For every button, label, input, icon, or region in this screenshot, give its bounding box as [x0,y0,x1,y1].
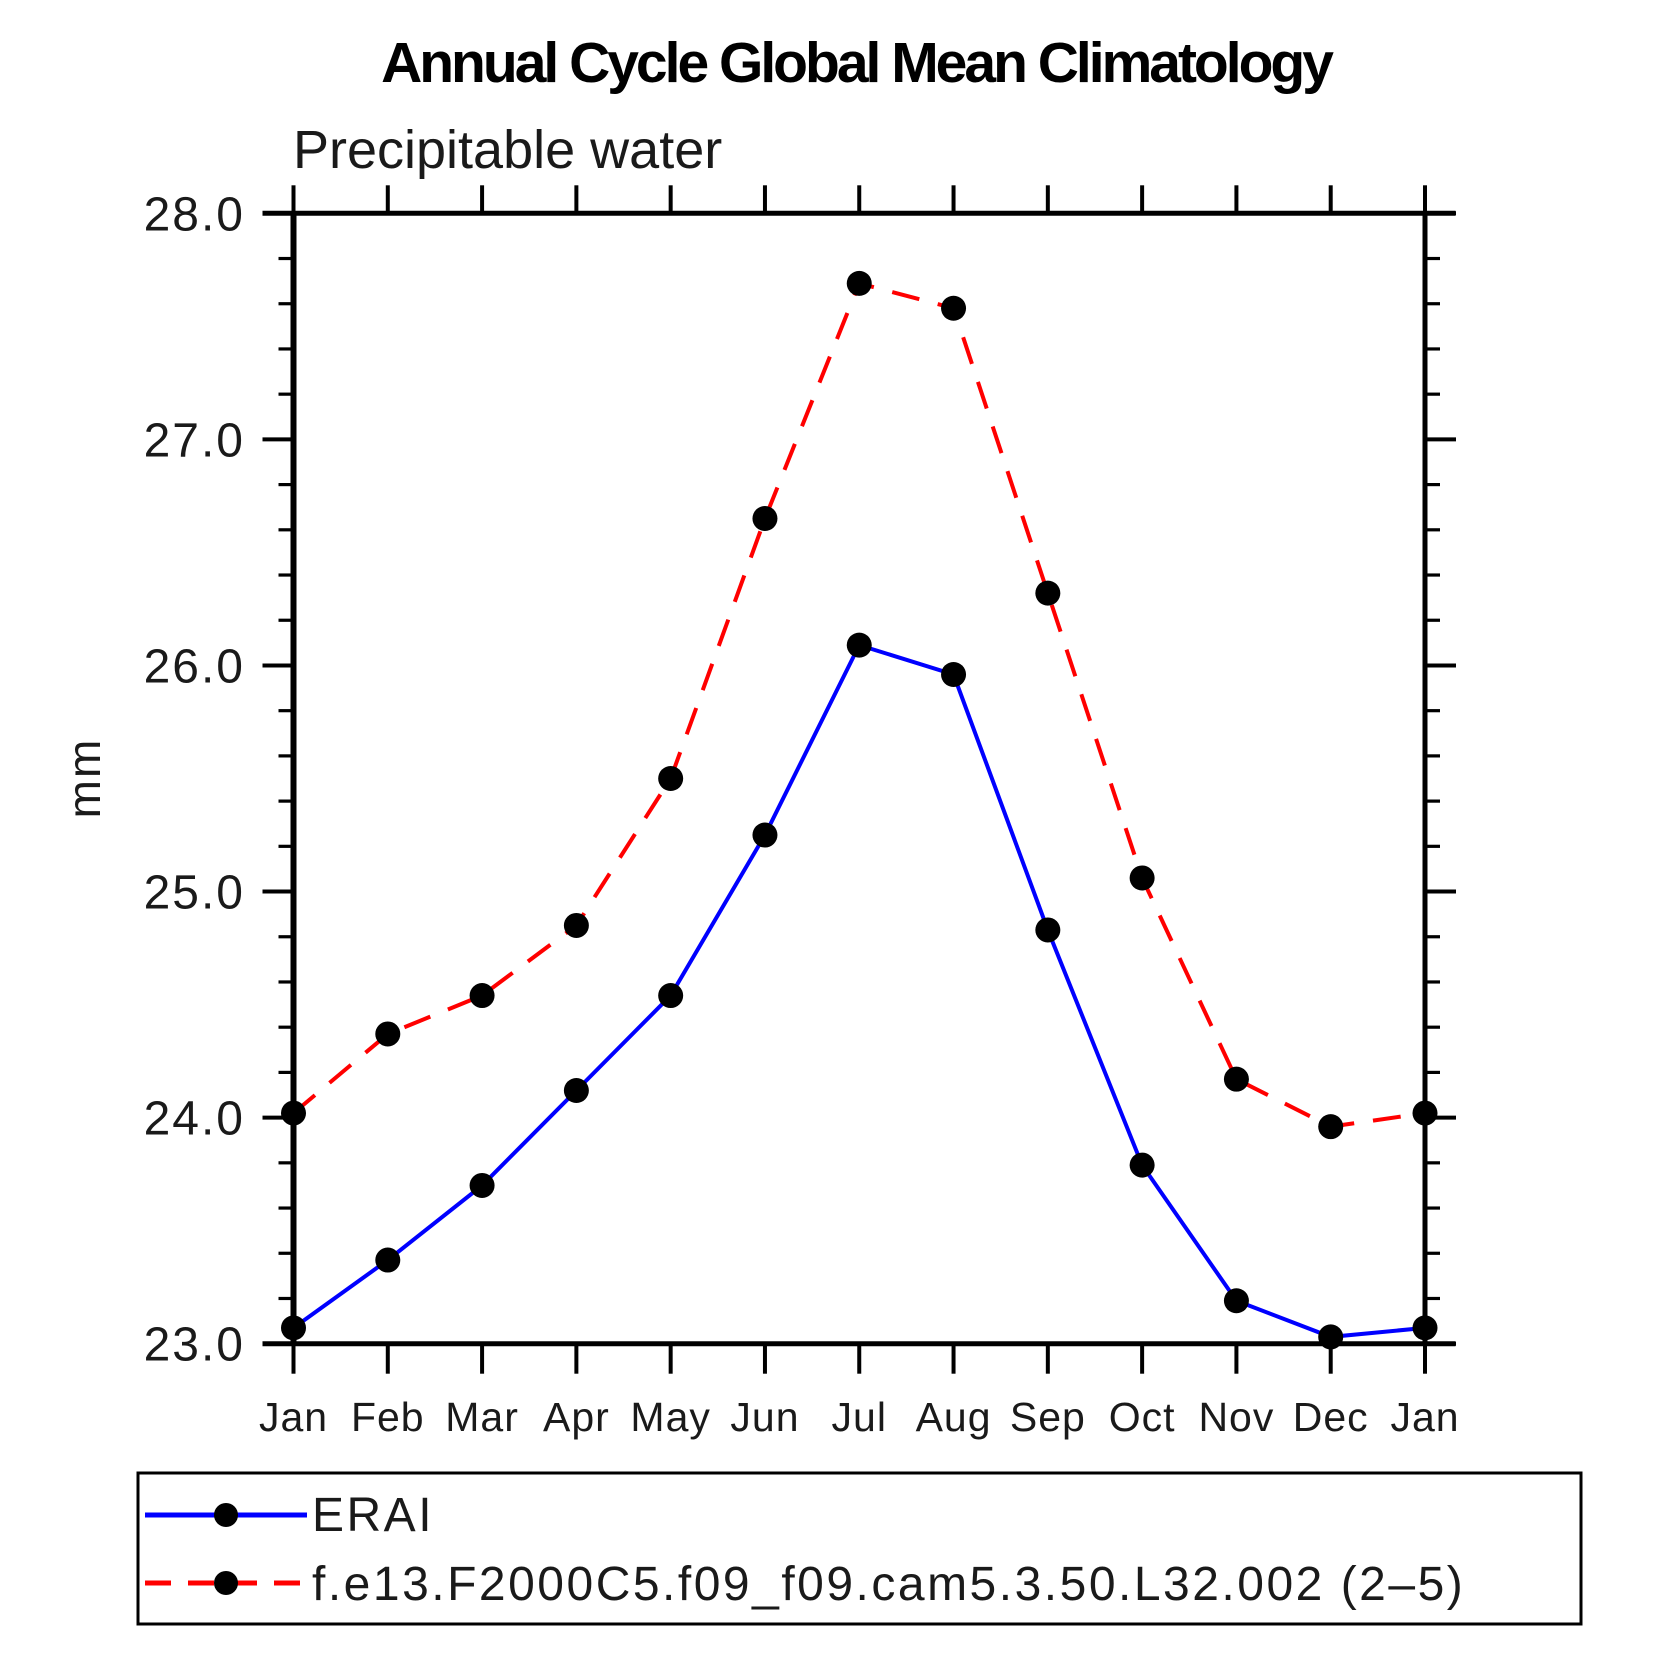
data-point-marker [563,1077,589,1103]
data-point-marker [658,983,684,1009]
legend-marker-model [214,1571,238,1595]
data-point-marker [1035,580,1061,606]
data-point-marker [563,912,589,938]
x-tick-label: Jul [832,1394,887,1440]
y-tick-labels: 23.0 24.0 25.0 26.0 27.0 28.0 [144,188,245,1372]
data-point-marker [941,662,967,688]
legend-box [136,1471,1583,1626]
x-tick-label: Aug [916,1394,992,1440]
data-point-marker [846,632,872,658]
x-tick-label: Jan [1390,1394,1459,1440]
y-tick-label: 24.0 [144,1093,245,1146]
x-tick-label: Mar [445,1394,519,1440]
data-point-marker [1223,1288,1249,1314]
x-tick-label: May [630,1394,710,1440]
data-point-marker [375,1247,401,1273]
axes [262,185,1456,1374]
y-tick-label: 28.0 [144,188,245,241]
data-point-marker [1035,917,1061,943]
x-tick-label: Nov [1198,1394,1274,1440]
chart-subtitle: Precipitable water [293,120,722,180]
legend-label-erai: ERAI [312,1489,434,1542]
data-point-marker [1129,1152,1155,1178]
data-point-marker [752,506,778,532]
data-point-marker [281,1100,306,1126]
data-point-marker [752,822,778,848]
x-tick-label: Jun [730,1394,799,1440]
legend: ERAI f.e13.F2000C5.f09_f09.cam5.3.50.L32… [136,1471,1583,1626]
series-lines [281,270,1438,1350]
y-tick-label: 26.0 [144,640,245,693]
data-point-marker [941,295,967,321]
y-tick-label: 23.0 [144,1319,245,1372]
y-tick-label: 27.0 [144,414,245,467]
series-line-erai [292,642,1426,1339]
x-tick-label: Sep [1010,1394,1086,1440]
x-tick-labels: Jan Feb Mar Apr May Jun Jul Aug Sep Oct Nov Dec Jan [259,1394,1459,1440]
data-point-marker [1129,865,1155,891]
data-point-marker [1318,1324,1344,1350]
data-point-marker [281,1315,306,1341]
data-point-marker [1412,1100,1438,1126]
x-tick-label: Dec [1293,1394,1369,1440]
data-point-marker [658,766,684,791]
y-axis-label: mm [58,738,110,819]
data-point-marker [1223,1066,1249,1092]
x-tick-label: Jan [259,1394,328,1440]
data-point-marker [375,1021,401,1047]
x-tick-label: Oct [1109,1394,1176,1440]
data-point-marker [1412,1315,1438,1341]
y-tick-label: 25.0 [144,867,245,920]
data-point-marker [846,270,872,296]
x-tick-label: Apr [543,1394,610,1440]
series-line-model [292,281,1426,1129]
data-point-marker [1318,1114,1344,1140]
data-point-marker [469,1172,495,1198]
legend-marker-erai [214,1503,238,1527]
x-tick-label: Feb [351,1394,425,1440]
chart-title: Annual Cycle Global Mean Climatology [381,31,1334,95]
legend-label-model: f.e13.F2000C5.f09_f09.cam5.3.50.L32.002 … [312,1558,1465,1611]
data-point-marker [469,983,495,1009]
